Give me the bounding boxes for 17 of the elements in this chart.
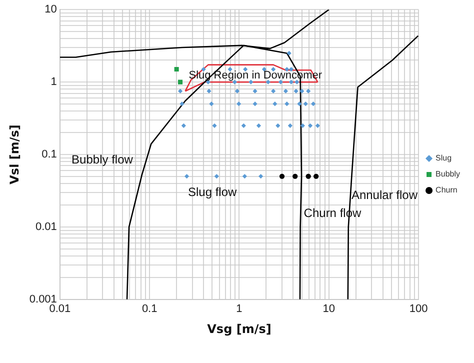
y-tick-label: 0.001 (29, 293, 57, 306)
legend-label: Bubbly (436, 170, 460, 179)
x-tick-label: 100 (409, 303, 428, 316)
y-tick-label: 0.1 (42, 148, 57, 161)
annotation: Annular flow (351, 188, 418, 202)
x-tick-label: 1 (236, 303, 242, 316)
annotation: Slug flow (188, 184, 238, 199)
x-tick-label: 0.1 (142, 303, 158, 316)
y-axis-title: Vsl [m/s] (7, 124, 22, 184)
x-tick-label: 10 (322, 303, 336, 316)
legend-label: Slug (436, 154, 452, 163)
annotation: Bubbly flow (72, 152, 134, 166)
y-tick-label: 0.01 (36, 220, 57, 233)
x-axis-title: Vsg [m/s] (207, 322, 272, 336)
legend-label: Churn (436, 186, 458, 195)
y-tick-label: 1 (50, 76, 57, 88)
y-tick-label: 10 (44, 4, 57, 16)
